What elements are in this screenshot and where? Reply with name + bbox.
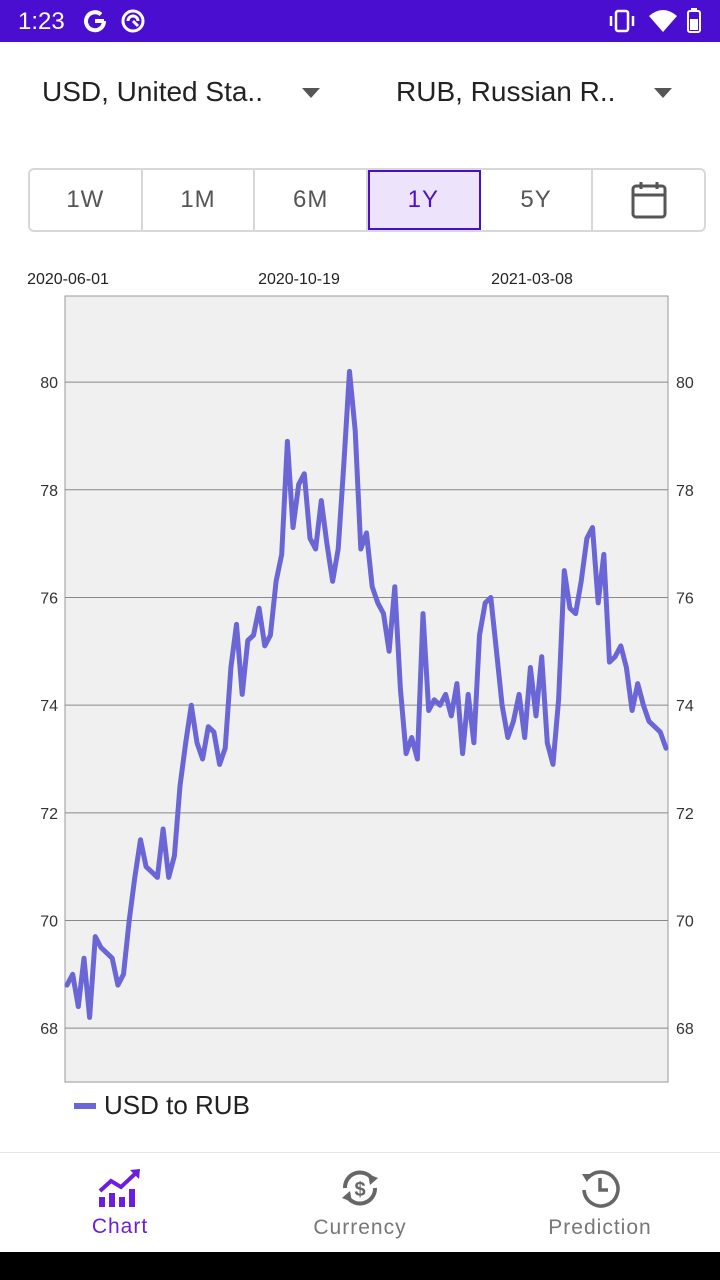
nav-chart[interactable]: Chart: [0, 1153, 240, 1252]
nav-prediction[interactable]: Prediction: [480, 1153, 720, 1252]
from-currency-select[interactable]: USD, United Sta..: [42, 70, 332, 114]
wifi-icon: [649, 10, 677, 32]
battery-icon: [687, 8, 701, 33]
range-selector: 1W 1M 6M 1Y 5Y: [28, 168, 706, 232]
range-1w-button[interactable]: 1W: [30, 170, 143, 230]
y-tick-label-right: 78: [676, 483, 694, 500]
status-bar: 1:23: [0, 0, 720, 42]
system-navigation-bar: [0, 1252, 720, 1280]
series-line-usd-to-rub: [64, 368, 669, 1020]
nav-prediction-label: Prediction: [548, 1215, 652, 1239]
legend-swatch: [74, 1102, 96, 1109]
bottom-navigation: Chart $ Currency Prediction: [0, 1152, 720, 1252]
y-tick-label-left: 68: [40, 1021, 58, 1038]
to-currency-select[interactable]: RUB, Russian R..: [396, 70, 686, 114]
nav-chart-label: Chart: [91, 1214, 149, 1238]
currency-exchange-icon: $: [342, 1169, 378, 1206]
status-time: 1:23: [18, 8, 65, 35]
range-1m-button[interactable]: 1M: [143, 170, 256, 230]
y-tick-label-right: 76: [676, 590, 694, 607]
trending-chart-icon: [98, 1168, 140, 1207]
to-currency-label: RUB, Russian R..: [396, 76, 616, 107]
plot-area: [64, 295, 669, 1083]
chevron-down-icon: [302, 88, 320, 98]
exchange-rate-chart: 68 68 70 70 72 72 74 74 76 76 78 78 80 80 2020-06-01 2…: [0, 250, 720, 1150]
nav-currency-label: Currency: [313, 1215, 407, 1239]
x-tick-label: 2021-03-08: [491, 271, 573, 288]
y-tick-label-right: 72: [676, 806, 694, 823]
y-tick-label-right: 74: [676, 698, 694, 715]
y-tick-label-left: 76: [40, 590, 58, 607]
nav-currency[interactable]: $ Currency: [240, 1153, 480, 1252]
vibrate-icon: [609, 9, 635, 33]
range-5y-button[interactable]: 5Y: [481, 170, 594, 230]
y-tick-label-right: 70: [676, 913, 694, 930]
y-tick-label-left: 74: [40, 698, 58, 715]
y-tick-label-right: 68: [676, 1021, 694, 1038]
chart-svg: 68 68 70 70 72 72 74 74 76 76 78 78 80 80 2020-06-01 2…: [27, 271, 694, 1083]
chevron-down-icon: [654, 88, 672, 98]
y-tick-label-left: 78: [40, 483, 58, 500]
y-tick-label-left: 72: [40, 806, 58, 823]
chart-legend: USD to RUB: [74, 1090, 250, 1121]
range-1y-button[interactable]: 1Y: [368, 170, 481, 230]
legend-label: USD to RUB: [104, 1090, 250, 1120]
x-tick-label: 2020-06-01: [27, 271, 109, 288]
y-tick-label-left: 80: [40, 375, 58, 392]
range-6m-button[interactable]: 6M: [255, 170, 369, 230]
x-tick-label: 2020-10-19: [258, 271, 340, 288]
calendar-icon: [631, 182, 667, 219]
history-clock-icon: [582, 1169, 620, 1208]
currency-selectors: USD, United Sta.. RUB, Russian R..: [0, 60, 720, 120]
from-currency-label: USD, United Sta..: [42, 76, 263, 107]
google-g-icon: [84, 10, 107, 33]
y-tick-label-right: 80: [676, 375, 694, 392]
calendar-button[interactable]: [593, 170, 704, 230]
svg-text:$: $: [354, 1179, 365, 1201]
y-tick-label-left: 70: [40, 913, 58, 930]
no-disturb-icon: [121, 9, 145, 33]
